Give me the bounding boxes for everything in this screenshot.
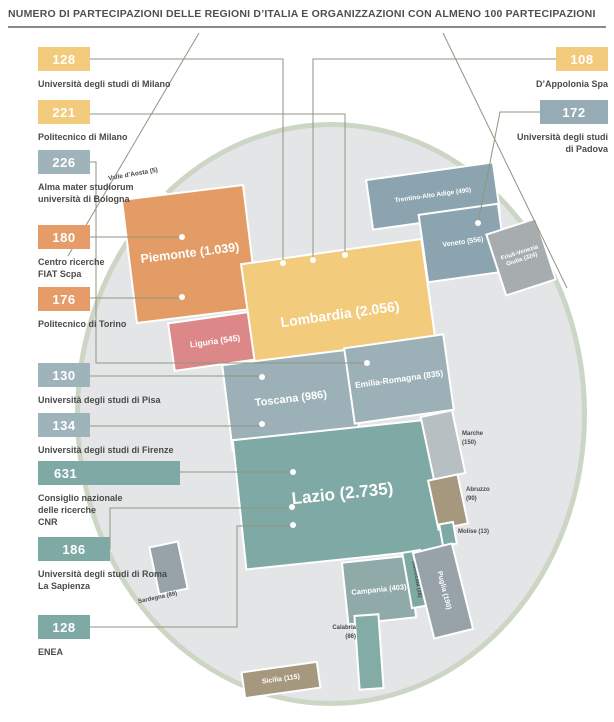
callout-sapienza-value: 186 [38, 537, 110, 561]
callout-politecnico-milano-value: 221 [38, 100, 90, 124]
region-sicilia-label: Sicilia (115) [261, 673, 301, 686]
region-marche-label: Marche (150) [462, 431, 484, 446]
region-campania-label: Campania (403) [350, 582, 408, 598]
region-friuli-label: Friuli-Venezia Giulia (324) [500, 243, 539, 268]
callout-cnr: 631 Consiglio nazionale delle ricerche C… [38, 461, 180, 528]
callout-firenze: 134 Università degli studi di Firenze [38, 413, 174, 456]
region-lombardia-label: Lombardia (2.056) [279, 297, 401, 331]
callout-politecnico-milano-label: Politecnico di Milano [38, 132, 128, 142]
callout-padova: 172 Università degli studi di Padova [517, 100, 608, 155]
region-abruzzo-label: Abruzzo (90) [466, 487, 490, 502]
title-rule [8, 26, 606, 28]
callout-enea-label: ENEA [38, 647, 64, 657]
callout-univ-milano: 128 Università degli studi di Milano [38, 47, 171, 90]
callout-enea-value: 128 [38, 615, 90, 639]
callout-padova-value: 172 [540, 100, 608, 124]
callout-bologna-value: 226 [38, 150, 90, 174]
callout-fiat-value: 180 [38, 225, 90, 249]
callout-firenze-value: 134 [38, 413, 90, 437]
region-piemonte-label: Piemonte (1.039) [139, 240, 241, 267]
region-emilia-romagna: Emilia-Romagna (835) [345, 335, 453, 423]
region-trentino-label: Trentino-Alto Adige (490) [394, 186, 472, 205]
region-toscana-label: Toscana (986) [254, 388, 328, 410]
region-calabria-label: Calabria (86) [332, 625, 356, 640]
callout-pisa: 130 Università degli studi di Pisa [38, 363, 161, 406]
page-title: NUMERO DI PARTECIPAZIONI DELLE REGIONI D… [8, 8, 596, 20]
callout-bologna: 226 Alma mater studiorum università di B… [38, 150, 134, 205]
region-liguria-label: Liguria (545) [189, 332, 241, 350]
callout-cnr-label: Consiglio nazionale delle ricerche CNR [38, 493, 123, 528]
callout-dappolonia: 108 D’Appolonia Spa [536, 47, 608, 90]
region-campania: Campania (403) [343, 556, 415, 624]
callout-univ-milano-value: 128 [38, 47, 90, 71]
callout-politecnico-torino: 176 Politecnico di Torino [38, 287, 126, 330]
region-lazio-label: Lazio (2.735) [290, 479, 395, 509]
region-piemonte: Piemonte (1.039) [123, 186, 257, 322]
callout-pisa-label: Università degli studi di Pisa [38, 395, 161, 405]
callout-enea: 128 ENEA [38, 615, 90, 658]
callout-padova-label: Università degli studi di Padova [516, 132, 608, 155]
callout-sapienza: 186 Università degli studi di Roma La Sa… [38, 537, 167, 592]
callout-pisa-value: 130 [38, 363, 90, 387]
callout-cnr-value: 631 [38, 461, 180, 485]
callout-fiat: 180 Centro ricerche FIAT Scpa [38, 225, 105, 280]
region-puglia-label: Puglia (190) [435, 570, 452, 611]
callout-politecnico-milano: 221 Politecnico di Milano [38, 100, 128, 143]
callout-dappolonia-label: D’Appolonia Spa [536, 79, 608, 89]
callout-univ-milano-label: Università degli studi di Milano [38, 79, 171, 89]
region-emilia-label: Emilia-Romagna (835) [354, 367, 444, 390]
callout-firenze-label: Università degli studi di Firenze [38, 445, 174, 455]
callout-bologna-label: Alma mater studiorum università di Bolog… [38, 182, 134, 205]
region-molise-label: Molise (13) [458, 529, 490, 535]
callout-politecnico-torino-value: 176 [38, 287, 90, 311]
region-lazio: Lazio (2.735) [233, 419, 452, 569]
callout-sapienza-label: Università degli studi di Roma La Sapien… [38, 569, 168, 592]
callout-dappolonia-value: 108 [556, 47, 608, 71]
callout-fiat-label: Centro ricerche FIAT Scpa [38, 257, 105, 280]
region-veneto-label: Veneto (556) [441, 235, 484, 249]
callout-politecnico-torino-label: Politecnico di Torino [38, 319, 127, 329]
